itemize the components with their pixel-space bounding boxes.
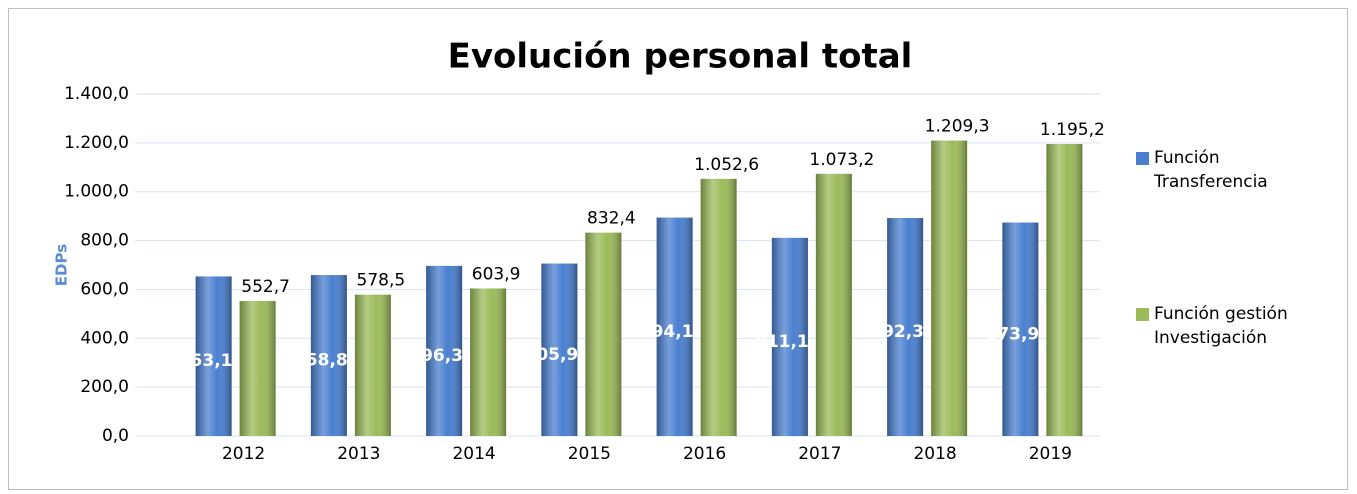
value-label: 1.073,2 xyxy=(809,150,874,170)
value-label: 1.052,6 xyxy=(694,155,759,175)
value-label: 894,1 xyxy=(640,322,694,342)
value-label: 552,7 xyxy=(241,277,290,297)
bar-shade xyxy=(585,232,622,436)
bar-shade xyxy=(1046,144,1083,436)
bar-shade xyxy=(771,237,808,436)
bar-shade xyxy=(887,218,924,436)
bar-shade xyxy=(195,276,232,436)
y-tick-label: 800,0 xyxy=(80,231,129,251)
legend-item: Función Transferencia xyxy=(1136,146,1324,194)
value-label: 832,4 xyxy=(587,209,636,229)
x-tick-label: 2015 xyxy=(568,444,611,464)
x-tick-label: 2014 xyxy=(452,444,495,464)
bar-shade xyxy=(656,217,693,436)
legend-label: Función Transferencia xyxy=(1154,148,1268,192)
x-tick-label: 2012 xyxy=(222,444,265,464)
y-tick-label: 600,0 xyxy=(80,279,129,299)
bar-shade xyxy=(354,294,391,436)
legend-swatch xyxy=(1136,308,1149,321)
value-label: 892,3 xyxy=(870,322,924,342)
x-tick-label: 2013 xyxy=(337,444,380,464)
legend-swatch xyxy=(1136,152,1149,165)
y-tick-label: 1.400,0 xyxy=(64,84,129,104)
value-label: 705,9 xyxy=(524,345,578,365)
y-tick-label: 400,0 xyxy=(80,328,129,348)
x-tick-label: 2019 xyxy=(1029,444,1072,464)
bar-shade xyxy=(1002,222,1039,436)
bar-shade xyxy=(426,265,463,436)
y-tick-label: 1.200,0 xyxy=(64,133,129,153)
x-tick-label: 2018 xyxy=(913,444,956,464)
bar-shade xyxy=(700,178,737,436)
y-axis-title: EDPs xyxy=(53,244,71,286)
legend-item: Función gestión Investigación xyxy=(1136,302,1324,350)
bar-shade xyxy=(541,263,578,436)
bar-shade xyxy=(470,288,507,436)
y-tick-label: 200,0 xyxy=(80,377,129,397)
value-label: 873,9 xyxy=(985,324,1039,344)
value-label: 811,1 xyxy=(755,332,809,352)
value-label: 658,8 xyxy=(294,351,348,371)
bar-shade xyxy=(310,275,347,436)
x-tick-label: 2017 xyxy=(798,444,841,464)
y-tick-label: 1.000,0 xyxy=(64,182,129,202)
bar-shade xyxy=(239,300,276,436)
y-tick-label: 0,0 xyxy=(102,426,129,446)
value-label: 696,3 xyxy=(409,346,463,366)
value-label: 603,9 xyxy=(472,264,521,284)
x-tick-label: 2016 xyxy=(683,444,726,464)
value-label: 1.209,3 xyxy=(925,117,990,137)
value-label: 578,5 xyxy=(357,271,406,291)
legend-label: Función gestión Investigación xyxy=(1154,304,1288,348)
bar-shade xyxy=(931,140,968,437)
bar-shade xyxy=(815,173,852,436)
value-label: 653,1 xyxy=(179,351,233,371)
chart-title: Evolución personal total xyxy=(448,37,913,77)
value-label: 1.195,2 xyxy=(1040,120,1105,140)
